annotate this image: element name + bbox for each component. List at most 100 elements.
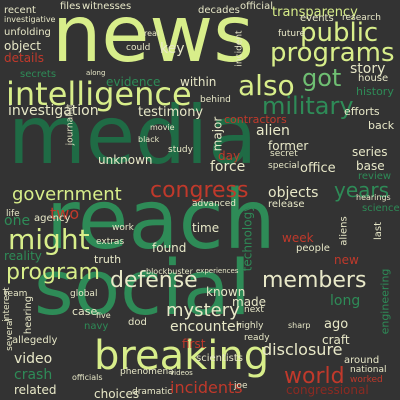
- word: series: [352, 145, 388, 159]
- word: public: [300, 18, 379, 48]
- word: day: [218, 149, 241, 163]
- word: within: [180, 75, 217, 89]
- word: experiences: [196, 267, 239, 275]
- word: members: [262, 268, 367, 293]
- word: events: [300, 13, 334, 24]
- word: five: [96, 311, 111, 320]
- word: years: [334, 178, 390, 202]
- word: office: [300, 161, 336, 176]
- word: contractors: [224, 113, 287, 126]
- word: new: [334, 253, 359, 267]
- word: reality: [4, 249, 42, 263]
- word: technology: [240, 204, 255, 272]
- word: ready: [244, 333, 270, 343]
- word: allegedly: [12, 335, 58, 346]
- word: global: [70, 289, 98, 299]
- word: scientists: [196, 353, 244, 364]
- word: long: [330, 293, 361, 309]
- word: could: [126, 43, 151, 53]
- word: intelligence: [6, 75, 192, 113]
- word: movie: [150, 123, 175, 132]
- word: next: [244, 305, 264, 315]
- word: black: [138, 135, 160, 144]
- word: sharp: [288, 321, 311, 330]
- word: secrets: [20, 69, 57, 80]
- word: craft: [322, 333, 350, 347]
- word: news: [52, 0, 254, 80]
- word: first: [182, 337, 206, 351]
- word: agency: [34, 213, 71, 224]
- word: study: [168, 145, 193, 155]
- word: future: [278, 29, 306, 39]
- word: military: [262, 92, 354, 120]
- word: week: [282, 231, 314, 245]
- word: breaking: [94, 333, 270, 379]
- word: program: [6, 260, 100, 285]
- word: engineering: [378, 268, 392, 335]
- word: aliens: [338, 216, 350, 246]
- word: also: [238, 69, 295, 102]
- word: story: [350, 61, 386, 77]
- word: secret: [270, 149, 298, 159]
- word: video: [14, 351, 53, 367]
- word: truth: [94, 253, 122, 266]
- word: extras: [96, 237, 125, 247]
- word: science: [362, 203, 400, 214]
- word: details: [4, 51, 44, 65]
- word: choices: [94, 387, 140, 400]
- word: time: [192, 221, 220, 235]
- word: team: [4, 289, 28, 299]
- word: got: [302, 64, 342, 92]
- word: work: [112, 223, 134, 233]
- word: special: [268, 161, 300, 171]
- word: object: [4, 39, 41, 53]
- word: disclosure: [262, 340, 343, 359]
- word: known: [206, 285, 246, 299]
- word: government: [12, 184, 122, 205]
- word: encounter: [170, 319, 242, 335]
- word: related: [14, 383, 57, 397]
- word: worked: [350, 375, 383, 385]
- word: programs: [270, 38, 395, 68]
- word: journalist: [65, 103, 76, 146]
- word: hearing: [23, 295, 35, 335]
- word: major: [210, 116, 225, 152]
- word: defense: [110, 268, 198, 293]
- word: incident: [234, 30, 245, 67]
- word: hearings: [356, 193, 391, 202]
- word: congressional: [286, 383, 369, 397]
- word: force: [210, 159, 246, 175]
- word: real: [144, 29, 160, 38]
- word: officials: [72, 373, 103, 382]
- word: transparency: [272, 5, 358, 20]
- word: reach: [46, 173, 276, 268]
- word: decades: [198, 5, 240, 16]
- word: efforts: [344, 105, 380, 118]
- word: found: [152, 241, 187, 255]
- word: witnesses: [82, 1, 132, 12]
- word: research: [342, 13, 381, 23]
- word: behind: [200, 95, 231, 105]
- word: objects: [268, 185, 319, 201]
- word: social: [34, 243, 251, 332]
- word: videos: [170, 369, 193, 377]
- word: former: [268, 139, 309, 153]
- word: alien: [256, 123, 290, 139]
- word: evidence: [106, 75, 161, 89]
- word: history: [356, 85, 394, 98]
- word: phenomena: [120, 367, 174, 377]
- word: last: [373, 221, 385, 241]
- word: files: [60, 1, 81, 12]
- word: around: [344, 355, 380, 366]
- word: release: [268, 199, 305, 210]
- word: joe: [234, 381, 248, 391]
- word: house: [358, 73, 389, 84]
- word: one: [4, 213, 31, 229]
- word: advanced: [192, 199, 236, 209]
- word: crash: [14, 367, 53, 383]
- word: made: [232, 295, 267, 309]
- word: mystery: [166, 300, 240, 321]
- word: base: [356, 159, 385, 173]
- word: media: [8, 89, 258, 182]
